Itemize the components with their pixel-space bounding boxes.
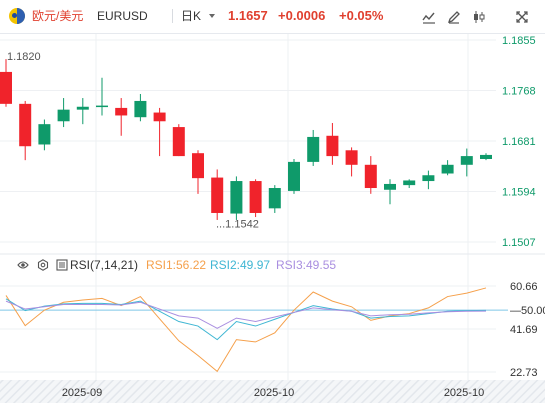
gear-icon[interactable] <box>37 259 49 271</box>
rsi-line-rsi1 <box>5 287 487 373</box>
candle-20 <box>384 179 396 205</box>
rsi-tick-1: —50.00 <box>510 305 545 317</box>
candle-14 <box>268 185 281 213</box>
indicator-settings-icon[interactable] <box>56 259 68 271</box>
candle-21 <box>403 179 416 189</box>
time-tick-0: 2025-09 <box>62 387 102 399</box>
rsi-line-rsi3 <box>5 300 487 329</box>
candle-25 <box>480 153 492 161</box>
high-price-label: 1.1820 <box>7 51 41 63</box>
candle-8 <box>153 107 166 157</box>
candle-17 <box>326 123 339 165</box>
symbol-header: 欧元/美元 EURUSD 日K 1.1657 +0.0006 +0.05% <box>0 0 545 34</box>
period-selector[interactable]: 日K <box>181 9 202 23</box>
rsi-grid <box>0 285 496 373</box>
candlestick-series <box>0 59 492 220</box>
pair-code: EURUSD <box>97 9 148 23</box>
candle-9 <box>172 124 185 157</box>
price-axis: 1.1855 1.1768 1.1681 1.1594 1.1507 <box>502 35 536 249</box>
candle-12 <box>230 176 243 220</box>
time-axis: 2025-09 2025-10 2025-10 <box>62 387 484 399</box>
rsi2-value: RSI2:49.97 <box>210 258 271 272</box>
rsi-tick-0: 60.66 <box>510 281 538 293</box>
fullscreen-icon[interactable] <box>513 8 531 26</box>
price-grid <box>0 34 496 380</box>
candle-7 <box>134 93 147 122</box>
price-change: +0.0006 <box>278 8 326 23</box>
candle-4 <box>76 98 89 125</box>
candle-6 <box>115 98 128 136</box>
candle-18 <box>345 147 358 177</box>
candle-22 <box>422 170 435 190</box>
candle-style-icon[interactable] <box>470 8 488 26</box>
candle-5 <box>96 77 108 116</box>
candle-1 <box>19 100 32 161</box>
price-change-percent: +0.05% <box>339 8 384 23</box>
rsi-tick-2: 41.69 <box>510 324 538 336</box>
rsi-tick-3: 22.73 <box>510 367 538 379</box>
candle-10 <box>192 150 204 194</box>
price-tick-4: 1.1507 <box>502 237 536 249</box>
header-divider <box>172 9 173 23</box>
price-tick-2: 1.1681 <box>502 136 536 148</box>
candle-23 <box>441 160 454 176</box>
rsi1-value: RSI1:56.22 <box>146 258 207 272</box>
candle-15 <box>288 158 300 194</box>
candle-19 <box>364 156 377 194</box>
time-tick-1: 2025-10 <box>254 387 294 399</box>
candle-2 <box>38 119 51 151</box>
rsi-title: RSI(7,14,21) <box>70 258 139 272</box>
draw-pencil-icon[interactable] <box>445 8 463 26</box>
pair-name[interactable]: 欧元/美元 <box>32 9 84 23</box>
candle-16 <box>307 129 320 166</box>
time-axis-bar <box>0 380 545 403</box>
rsi-legend-bar: RSI(7,14,21) RSI1:56.22 RSI2:49.97 RSI3:… <box>0 257 545 273</box>
candle-11 <box>211 169 224 220</box>
rsi-line-rsi2 <box>5 298 487 341</box>
candle-24 <box>460 148 473 177</box>
rsi3-value: RSI3:49.55 <box>276 258 337 272</box>
price-tick-1: 1.1768 <box>502 86 536 98</box>
rsi-series <box>5 287 487 373</box>
candle-13 <box>249 179 262 218</box>
kline-chart[interactable]: 1.1820 ...1.1542 1.1855 1.1768 1.1681 1.159… <box>0 34 545 403</box>
price-tick-0: 1.1855 <box>502 35 536 47</box>
price-tick-3: 1.1594 <box>502 187 536 199</box>
low-price-label: ...1.1542 <box>216 219 259 231</box>
eu-us-flag-icon <box>9 8 25 24</box>
line-chart-icon[interactable] <box>420 8 438 26</box>
time-tick-2: 2025-10 <box>444 387 484 399</box>
rsi-axis: 60.66 —50.00 41.69 22.73 <box>510 281 545 379</box>
candle-3 <box>57 98 70 128</box>
eye-icon[interactable] <box>17 259 29 271</box>
current-price: 1.1657 <box>228 8 268 23</box>
chevron-down-icon[interactable] <box>209 14 215 18</box>
candle-0 <box>0 59 12 107</box>
